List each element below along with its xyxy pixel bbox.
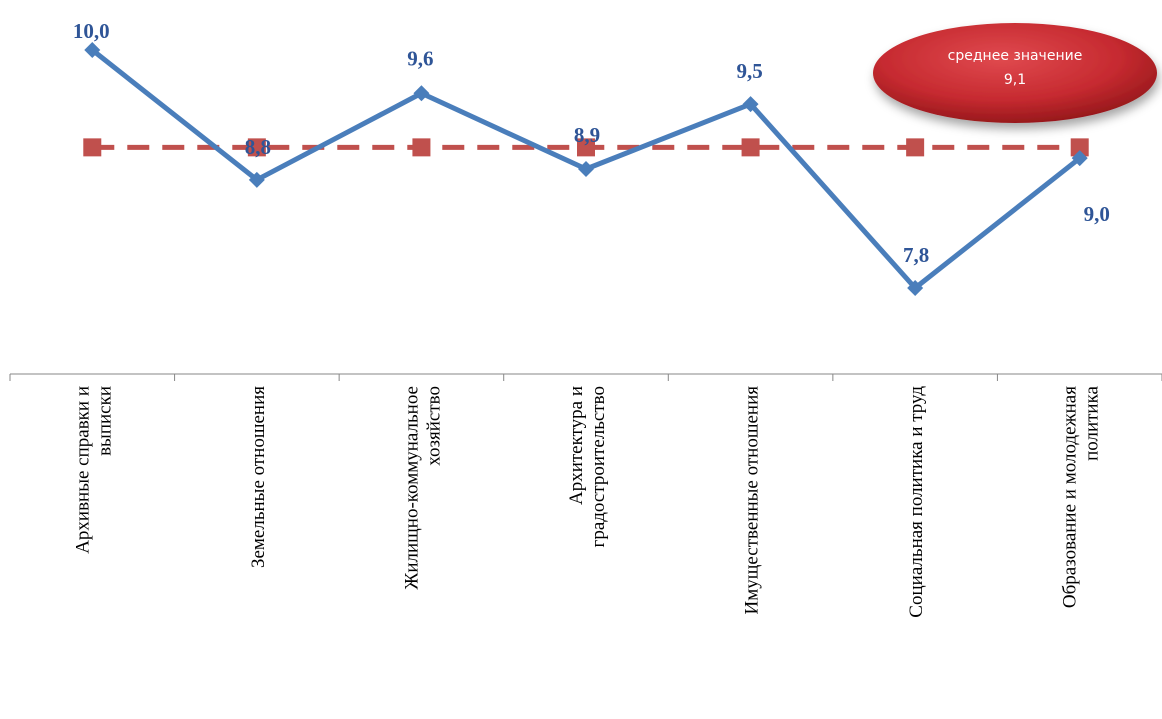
average-marker-5 — [906, 138, 925, 157]
average-marker-1 — [247, 138, 266, 157]
average-callout-title: среднее значение — [948, 48, 1083, 64]
score-marker-6 — [1071, 150, 1088, 167]
average-marker-3 — [577, 138, 595, 157]
average-callout-bubble — [873, 23, 1157, 123]
category-label-2: Жилищно-коммунальное хозяйство — [401, 386, 444, 590]
category-label-3: Архитектура и градостроительство — [566, 386, 609, 547]
category-label-line: Жилищно-коммунальное — [401, 386, 422, 590]
score-marker-4 — [742, 96, 759, 113]
score-marker-1 — [248, 171, 265, 188]
data-label-1: 8,8 — [245, 135, 271, 159]
average-series — [83, 138, 1089, 157]
category-label-line: Архивные справки и — [72, 386, 93, 554]
average-marker-2 — [412, 138, 431, 157]
category-label-line: Имущественные отношения — [742, 386, 763, 615]
category-label-line: Архитектура и — [566, 386, 587, 505]
x-axis — [9, 373, 1162, 381]
score-series — [84, 42, 1088, 296]
category-label-line: Земельные отношения — [248, 386, 269, 568]
category-label-0: Архивные справки и выписки — [72, 386, 115, 554]
category-label-line: Образование и молодежная — [1060, 386, 1081, 608]
data-label-2: 9,6 — [407, 46, 433, 70]
average-marker-6 — [1070, 138, 1089, 157]
category-label-4: Имущественные отношения — [742, 386, 763, 615]
average-marker-4 — [741, 138, 760, 157]
score-marker-5 — [907, 280, 924, 296]
score-marker-3 — [578, 161, 594, 177]
category-label-1: Земельные отношения — [248, 386, 269, 568]
data-label-4: 9,5 — [736, 59, 762, 83]
category-label-5: Социальная политика и труд — [906, 386, 927, 618]
category-label-6: Образование и молодежная политика — [1060, 385, 1103, 608]
category-labels: Архивные справки и выписки Земельные отнош… — [72, 385, 1102, 617]
data-label-6: 9,0 — [1084, 202, 1110, 226]
category-label-line: Социальная политика и труд — [906, 386, 927, 618]
category-label-line: градостроительство — [588, 386, 609, 547]
data-label-3: 8,9 — [574, 123, 600, 147]
category-label-line: выписки — [94, 386, 115, 456]
data-label-5: 7,8 — [903, 243, 929, 267]
category-label-line: политика — [1082, 385, 1103, 460]
data-label-0: 10,0 — [73, 19, 110, 43]
score-marker-2 — [413, 85, 430, 102]
data-labels: 10,0 8,8 9,6 8,9 9,5 7,8 9,0 — [73, 19, 1110, 267]
score-marker-0 — [84, 42, 101, 58]
category-label-line: хозяйство — [423, 386, 444, 466]
average-marker-0 — [83, 138, 102, 157]
average-callout: среднее значение 9,1 — [873, 23, 1157, 123]
average-callout-value: 9,1 — [1004, 72, 1026, 88]
